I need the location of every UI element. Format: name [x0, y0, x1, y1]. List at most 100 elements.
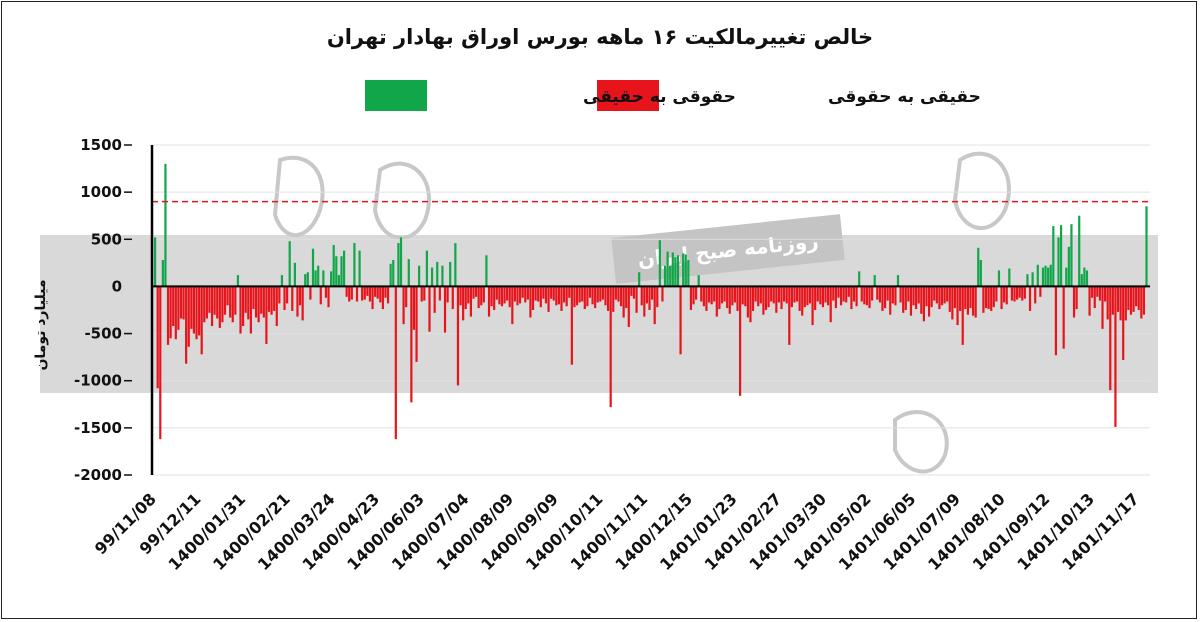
bar [495, 286, 498, 300]
bar [254, 286, 258, 318]
axes [150, 145, 1150, 475]
bar [311, 248, 315, 287]
bar [1111, 286, 1114, 315]
bar [278, 286, 281, 304]
bar [174, 286, 177, 340]
y-tick-label: -1000 [74, 372, 122, 390]
bar [899, 286, 902, 303]
y-tick-labels: 1500 1000 500 0 -500 -1000 -1500 -2000 [74, 136, 132, 484]
bar [286, 286, 289, 304]
bar [583, 286, 586, 310]
bar [252, 286, 255, 310]
bar [863, 286, 866, 305]
bar [443, 286, 447, 333]
bar [695, 286, 698, 300]
bar [428, 286, 431, 332]
watermark-calligraphy-2 [372, 161, 431, 241]
bar [288, 241, 291, 287]
bar [573, 286, 576, 308]
bar [231, 286, 234, 323]
bar [643, 286, 646, 317]
bar [630, 286, 633, 296]
bar [992, 286, 995, 308]
bar [190, 286, 193, 329]
bar [881, 286, 884, 311]
bar [1026, 274, 1029, 287]
bar [368, 286, 372, 302]
bar [930, 286, 933, 308]
watermark-calligraphy-3 [952, 151, 1011, 231]
bar [891, 286, 894, 304]
bar [438, 286, 441, 301]
legend: حقیقی به حقوقی حقوقی به حقیقی [365, 80, 981, 111]
bar [198, 286, 201, 336]
bar [713, 286, 716, 302]
legend-label-red: حقیقی به حقوقی [828, 87, 981, 107]
bar [1142, 286, 1146, 315]
bar [979, 260, 982, 287]
bar [262, 286, 265, 318]
bar [759, 286, 762, 304]
bar [959, 286, 962, 311]
bar [912, 286, 915, 306]
bar [1008, 268, 1011, 287]
bar [736, 286, 739, 311]
bar [384, 286, 387, 298]
bar [459, 286, 462, 306]
bar [700, 286, 703, 302]
bar [640, 286, 643, 306]
bar [485, 255, 488, 287]
bar [358, 250, 361, 287]
bar [1000, 286, 1003, 310]
bar [154, 237, 157, 287]
bar [609, 286, 612, 408]
bar [407, 259, 410, 287]
y-tick-label: 1500 [80, 136, 122, 154]
bar [896, 275, 900, 287]
bar [845, 286, 848, 303]
bar [948, 286, 951, 312]
bar [1067, 246, 1070, 287]
bar [342, 250, 346, 287]
bar [1057, 237, 1060, 287]
bar [679, 286, 682, 355]
bar [179, 286, 183, 319]
bar [306, 272, 309, 287]
bar [757, 286, 760, 307]
bar [441, 265, 444, 287]
bar [275, 286, 278, 327]
bar [847, 286, 850, 297]
bar [1015, 286, 1019, 300]
bar [330, 271, 333, 287]
bar [728, 286, 731, 314]
bar [247, 286, 250, 320]
bar [726, 286, 729, 309]
bar [871, 286, 874, 301]
bar [850, 286, 853, 310]
bar [314, 270, 317, 287]
bar [280, 275, 284, 287]
bar [555, 286, 558, 306]
bar [389, 263, 392, 287]
bar [575, 286, 579, 306]
bar [772, 286, 775, 304]
bar [1023, 286, 1026, 299]
bar [267, 286, 271, 312]
bar [852, 286, 856, 302]
bar [627, 286, 630, 327]
x-tick-labels: 99/11/0899/12/111400/01/311400/02/211400… [91, 489, 1143, 574]
bar [780, 286, 783, 310]
bar [764, 286, 768, 310]
bar [715, 286, 718, 317]
bar [689, 286, 693, 310]
bar [257, 286, 260, 323]
bar [1088, 286, 1091, 316]
bar [381, 286, 384, 310]
bar [1080, 274, 1083, 287]
bar [904, 286, 907, 310]
bar [785, 286, 788, 304]
bar [332, 244, 335, 287]
bar [821, 286, 825, 308]
bar [521, 286, 524, 298]
bar [480, 286, 483, 306]
